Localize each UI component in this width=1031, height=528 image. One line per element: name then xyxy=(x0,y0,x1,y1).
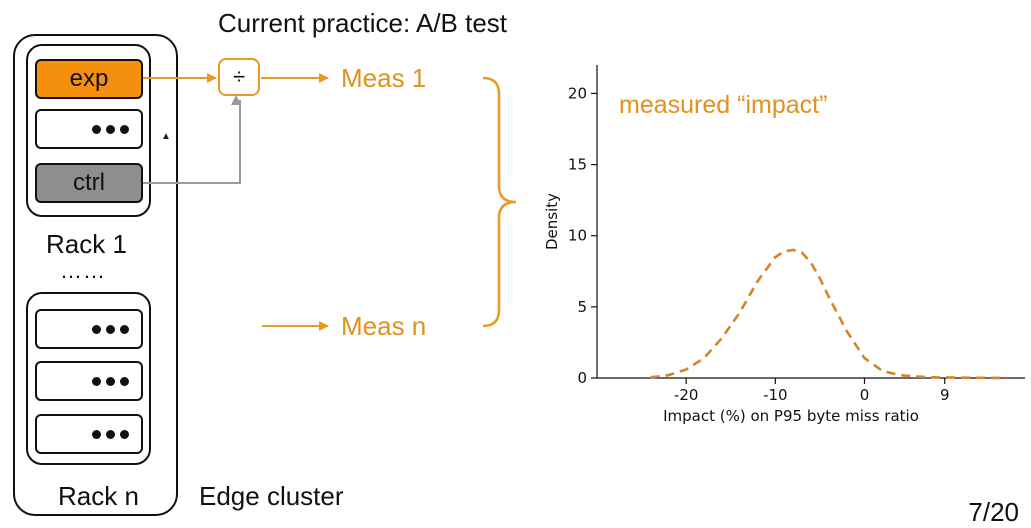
server-blank xyxy=(35,109,143,149)
measured-impact-annotation: measured “impact” xyxy=(619,91,827,119)
mouse-cursor-icon: ▲ xyxy=(161,131,171,142)
exp-server-label: exp xyxy=(69,65,109,92)
density-chart: 0 5 10 15 20 -20 -10 0 9 Density Impact (%) on … xyxy=(543,65,1025,425)
y-tick-label: 5 xyxy=(577,298,587,316)
divide-box: ÷ xyxy=(218,58,260,96)
ctrl-server-label: ctrl xyxy=(73,169,105,196)
server-blank xyxy=(35,309,143,349)
x-tick-label: 9 xyxy=(940,386,950,404)
density-series-line xyxy=(650,248,1008,380)
server-blank xyxy=(35,361,143,401)
page-number: 7/20 xyxy=(968,497,1019,527)
x-tick-label: 0 xyxy=(860,386,870,404)
more-dots-icon xyxy=(92,124,129,134)
meas-1-label: Meas 1 xyxy=(341,63,427,93)
y-tick-label: 0 xyxy=(577,369,587,387)
x-tick-label: -20 xyxy=(674,386,699,404)
rack-1-box xyxy=(26,44,151,217)
x-axis-label: Impact (%) on P95 byte miss ratio xyxy=(663,407,919,425)
meas-brace xyxy=(482,76,517,328)
rack-n-label: Rack n xyxy=(58,481,139,511)
ctrl-server: ctrl xyxy=(35,163,143,203)
x-tick-label: -10 xyxy=(763,386,788,404)
edge-cluster-box xyxy=(13,34,178,516)
edge-cluster-label: Edge cluster xyxy=(199,481,344,511)
rack-1-label: Rack 1 xyxy=(46,229,127,259)
meas-n-label: Meas n xyxy=(341,311,427,341)
y-tick-label: 15 xyxy=(568,156,587,174)
y-tick-label: 20 xyxy=(568,84,587,102)
rack-ellipsis: …… xyxy=(60,258,106,283)
rack-n-box xyxy=(26,292,151,465)
y-tick-label: 10 xyxy=(568,227,587,245)
server-blank xyxy=(35,414,143,454)
exp-server: exp xyxy=(35,59,143,99)
more-dots-icon xyxy=(92,376,129,386)
more-dots-icon xyxy=(92,429,129,439)
ctrl-to-divide-line xyxy=(143,95,241,184)
y-axis-label: Density xyxy=(543,193,561,250)
more-dots-icon xyxy=(92,324,129,334)
slide-title: Current practice: A/B test xyxy=(218,8,508,38)
divide-symbol: ÷ xyxy=(232,64,246,89)
